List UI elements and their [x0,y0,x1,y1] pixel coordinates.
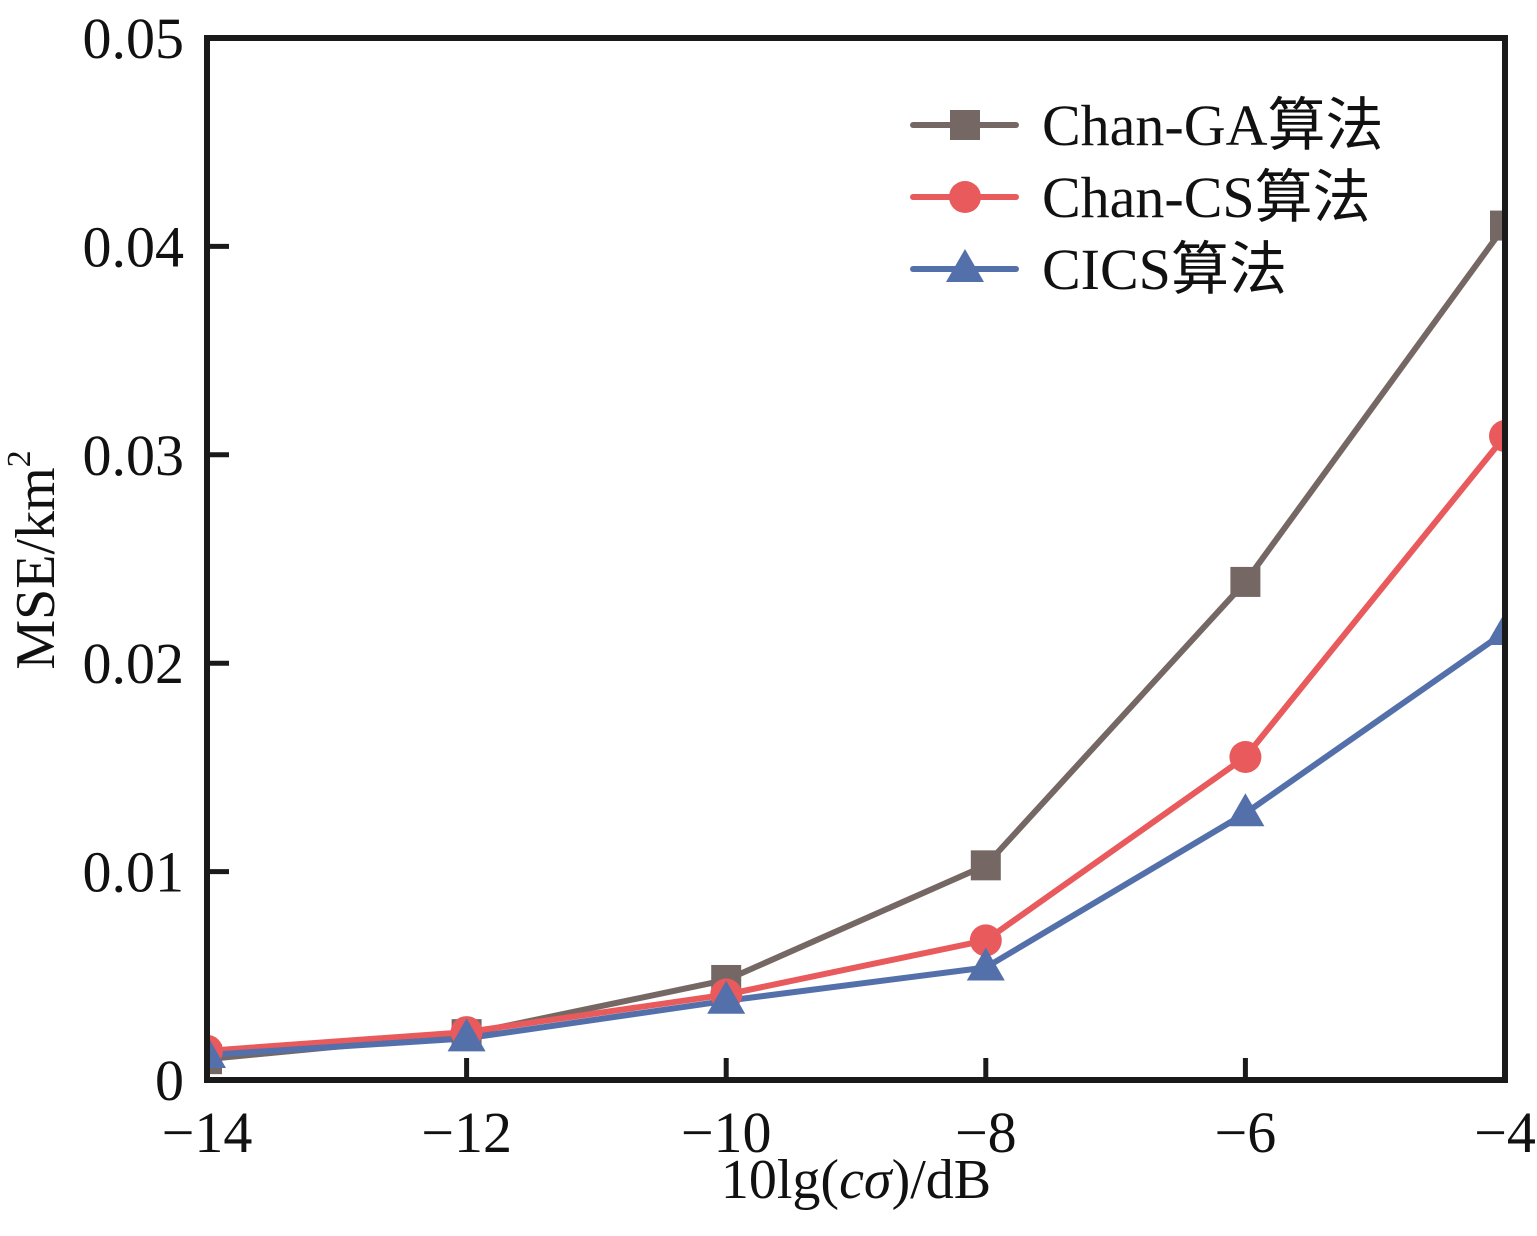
y-axis-title-base: MSE/km [5,467,67,669]
legend-item-chan-ga: Chan-GA算法 [910,93,1384,158]
legend-label: CICS算法 [1042,237,1287,302]
data-point-chan-ga [1490,210,1505,241]
y-axis-title: MSE/km2 [1,450,67,669]
data-point-cics [207,1034,226,1068]
data-point-chan-cs [1229,740,1262,773]
x-axis-title-suffix: )/dB [892,1149,992,1211]
legend-item-chan-cs: Chan-CS算法 [910,165,1371,230]
legend-marker-square [950,110,980,140]
y-tick-label: 0 [155,1048,184,1113]
series-line-chan-ga [207,223,1505,1063]
y-tick-label: 0.03 [83,423,185,488]
x-tick-label: −10 [681,1100,772,1165]
data-point-cics [447,1018,486,1052]
data-point-chan-ga [1230,566,1261,597]
data-point-cics [966,947,1005,981]
x-tick-label: −8 [955,1100,1017,1165]
legend: Chan-GA算法 Chan-CS算法 CICS算法 [910,93,1384,302]
series-markers [207,210,1505,1075]
legend-item-cics: CICS算法 [910,237,1287,302]
x-tick-label: −14 [162,1100,253,1165]
series-line-cics [207,629,1505,1058]
data-point-chan-ga [970,850,1001,881]
legend-marker-triangle [946,249,984,282]
data-point-cics [1226,793,1265,827]
series-line-chan-cs [207,434,1505,1054]
x-axis-ticks: −14 −12 −10 −8 −6 −4 [162,1058,1536,1165]
y-axis-ticks: 0 0.01 0.02 0.03 0.04 0.05 [83,6,229,1113]
y-tick-label: 0.01 [83,840,185,905]
series-lines [207,223,1505,1063]
legend-label: Chan-CS算法 [1042,165,1371,230]
x-axis-title: 10lg(cσ)/dB [721,1149,991,1211]
y-axis-title-superscript: 2 [1,450,38,467]
data-point-chan-cs [1489,420,1505,453]
x-tick-label: −4 [1474,1100,1536,1165]
y-tick-label: 0.05 [83,6,185,71]
data-point-cics [707,980,746,1014]
y-tick-label: 0.02 [83,631,185,696]
y-tick-label: 0.04 [83,214,185,279]
legend-marker-circle [949,181,981,213]
x-axis-title-italic: cσ [839,1149,894,1211]
data-point-chan-cs [969,924,1002,957]
x-tick-label: −6 [1215,1100,1277,1165]
x-axis-title-prefix: 10lg( [721,1149,839,1211]
plot-frame [204,35,1508,1083]
data-point-cics [1486,611,1505,645]
x-tick-label: −12 [421,1100,512,1165]
legend-label: Chan-GA算法 [1042,93,1384,158]
